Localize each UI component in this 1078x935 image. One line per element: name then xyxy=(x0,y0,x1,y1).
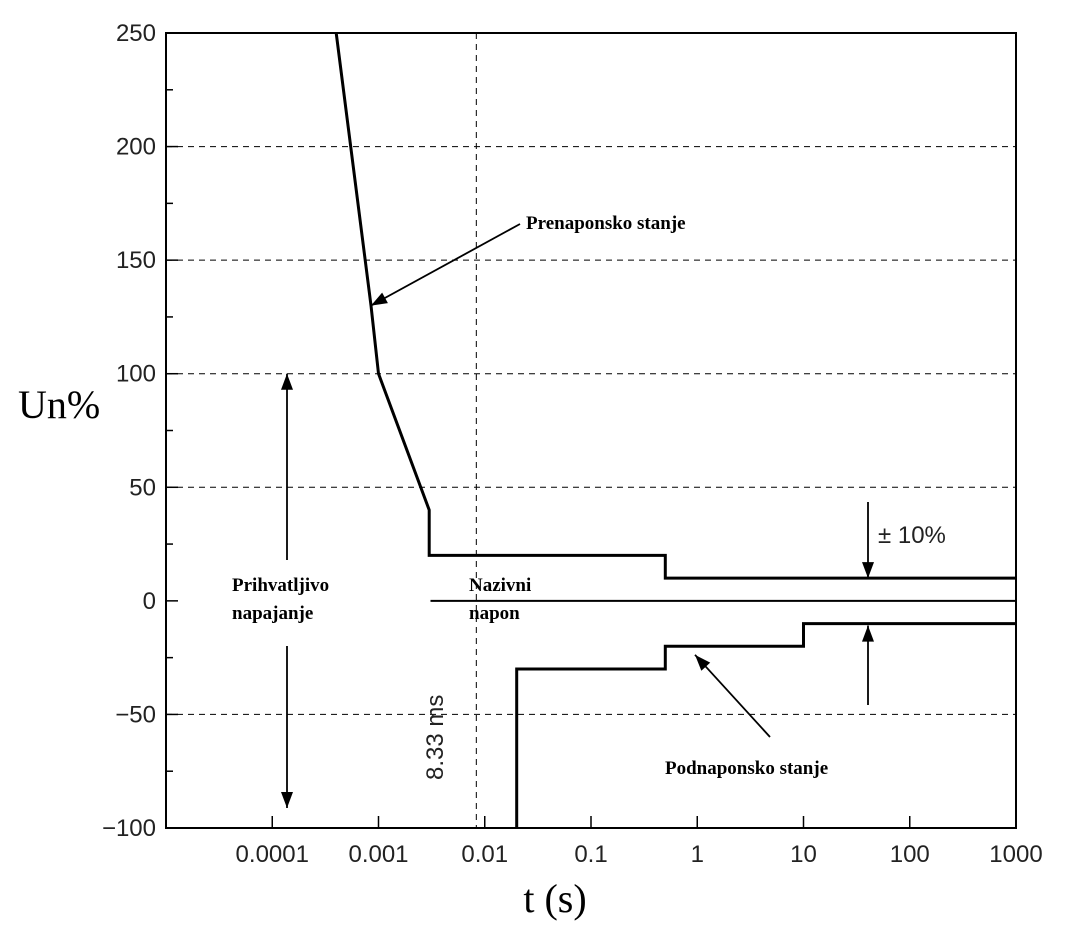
x-tick-label: 10 xyxy=(790,841,817,868)
undervoltage-label: Podnaponsko stanje xyxy=(665,758,828,779)
undervoltage-curve xyxy=(515,622,1016,828)
plot-frame xyxy=(165,32,1017,829)
acceptable-label-line2: napajanje xyxy=(232,603,313,624)
y-tick-label: 50 xyxy=(129,474,156,501)
y-axis-label: Un% xyxy=(18,382,100,427)
x-tick-label: 100 xyxy=(890,841,930,868)
y-tick-label: 250 xyxy=(116,20,156,47)
overvoltage-curve xyxy=(334,32,1016,580)
x-tick-label: 1 xyxy=(691,841,704,868)
tick-labels: −100 −50 0 50 100 150 200 250 0.0001 0.001 0.01 0.1… xyxy=(102,20,1043,868)
x-tick-label: 1000 xyxy=(989,841,1042,868)
x-tick-label: 0.1 xyxy=(574,841,607,868)
curves xyxy=(334,32,1016,828)
nominal-label-line2: napon xyxy=(469,603,520,624)
x-tick-label: 0.001 xyxy=(348,841,408,868)
undervoltage-arrow xyxy=(694,654,771,738)
overvoltage-label: Prenaponsko stanje xyxy=(526,213,686,234)
acceptable-arrow-down-head xyxy=(281,792,293,808)
tolerance-arrow-down-head xyxy=(862,562,874,579)
marker-label: 8.33 ms xyxy=(422,695,449,780)
overvoltage-arrow xyxy=(370,223,521,307)
annotation-arrows xyxy=(281,223,874,808)
tolerance-arrow-up-head xyxy=(862,625,874,642)
grid-lines xyxy=(166,146,1016,715)
acceptable-label-line1: Prihvatljivo xyxy=(232,575,329,596)
undervoltage-arrow-head xyxy=(695,654,711,671)
y-tick-label: 200 xyxy=(116,134,156,161)
y-tick-label: 100 xyxy=(116,361,156,388)
overvoltage-arrow-head xyxy=(371,292,388,306)
y-tick-label: 150 xyxy=(116,247,156,274)
x-axis-label: t (s) xyxy=(523,876,586,921)
y-tick-label: 0 xyxy=(143,588,156,615)
y-tick-label: −100 xyxy=(102,815,156,842)
nominal-label-line1: Nazivni xyxy=(469,575,531,596)
y-tick-label: −50 xyxy=(115,701,156,728)
x-tick-label: 0.01 xyxy=(461,841,508,868)
x-tick-label: 0.0001 xyxy=(236,841,309,868)
tolerance-label: ± 10% xyxy=(878,522,946,549)
acceptable-arrow-up-head xyxy=(281,373,293,390)
axis-ticks xyxy=(166,32,1017,829)
